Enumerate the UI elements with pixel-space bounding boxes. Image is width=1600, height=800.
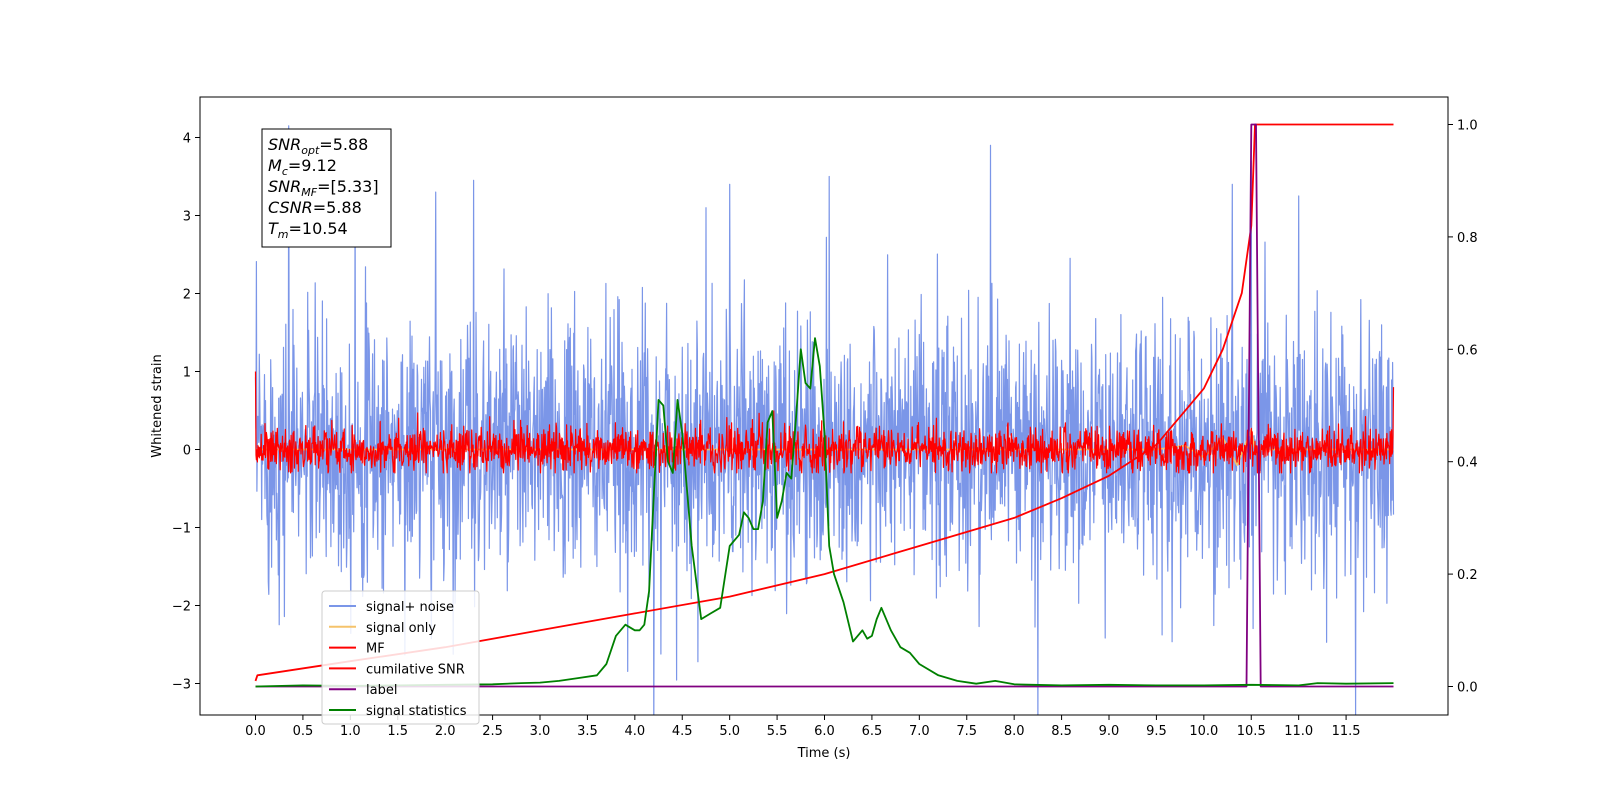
y-right-axis: 0.0 0.2 0.4 0.6 0.8 1.0 xyxy=(1448,119,1478,696)
y-right-tick-label: 0.0 xyxy=(1457,681,1478,696)
x-tick-label: 8.0 xyxy=(1004,724,1025,739)
legend-label: signal only xyxy=(366,621,436,636)
series-line-mf xyxy=(254,371,1395,474)
y-left-tick-label: −3 xyxy=(172,678,191,693)
y-left-axis: −3 −2 −1 0 1 2 3 4 xyxy=(172,132,200,693)
x-tick-label: 0.0 xyxy=(245,724,266,739)
x-tick-label: 3.5 xyxy=(577,724,598,739)
x-tick-label: 2.0 xyxy=(435,724,456,739)
x-tick-label: 1.0 xyxy=(340,724,361,739)
y-right-tick-label: 0.8 xyxy=(1457,231,1478,246)
x-tick-label: 0.5 xyxy=(293,724,314,739)
y-left-tick-label: −1 xyxy=(172,522,191,537)
x-tick-label: 11.0 xyxy=(1284,724,1313,739)
x-axis-title: Time (s) xyxy=(797,746,851,761)
legend-label: cumilative SNR xyxy=(366,662,465,677)
y-right-tick-label: 0.6 xyxy=(1457,343,1478,358)
x-tick-label: 5.5 xyxy=(767,724,788,739)
x-tick-label: 9.5 xyxy=(1146,724,1167,739)
y-left-tick-label: 3 xyxy=(183,210,191,225)
y-left-tick-label: −2 xyxy=(172,600,191,615)
legend: signal+ noise signal only MF cumilative SNR… xyxy=(321,590,480,725)
x-axis: 0.0 0.5 1.0 1.5 2.0 2.5 3.0 3.5 4.0 4.5 5.0 5.5 6.0 6… xyxy=(245,715,1361,739)
y-right-tick-label: 0.4 xyxy=(1457,456,1478,471)
y-axis-title: Whitened strain xyxy=(150,354,165,457)
annotation-line: Mc=9.12 xyxy=(268,156,337,178)
y-right-tick-label: 0.2 xyxy=(1457,568,1478,583)
legend-label: label xyxy=(366,683,397,698)
x-tick-label: 10.0 xyxy=(1189,724,1218,739)
x-tick-label: 1.5 xyxy=(387,724,408,739)
legend-label: signal+ noise xyxy=(366,600,454,615)
series-line-signal-statistics xyxy=(255,337,1394,688)
y-left-tick-label: 2 xyxy=(183,288,191,303)
x-tick-label: 2.5 xyxy=(482,724,503,739)
x-tick-label: 6.0 xyxy=(814,724,835,739)
annotation-line: CSNR=5.88 xyxy=(268,198,362,217)
x-tick-label: 3.0 xyxy=(530,724,551,739)
annotation-line: SNRopt=5.88 xyxy=(268,135,368,157)
annotation-frame xyxy=(261,128,392,248)
x-tick-label: 6.5 xyxy=(862,724,883,739)
series-line-label xyxy=(255,123,1394,688)
legend-label: signal statistics xyxy=(366,704,467,719)
x-tick-label: 4.5 xyxy=(672,724,693,739)
legend-frame xyxy=(321,590,480,725)
x-tick-label: 4.0 xyxy=(624,724,645,739)
x-tick-label: 9.0 xyxy=(1099,724,1120,739)
x-tick-label: 7.0 xyxy=(909,724,930,739)
x-tick-label: 8.5 xyxy=(1051,724,1072,739)
y-left-tick-label: 4 xyxy=(183,132,191,147)
x-tick-label: 7.5 xyxy=(956,724,977,739)
y-right-tick-label: 1.0 xyxy=(1457,119,1478,134)
x-tick-label: 11.5 xyxy=(1332,724,1361,739)
x-tick-label: 10.5 xyxy=(1237,724,1266,739)
legend-label: MF xyxy=(366,642,385,657)
y-left-tick-label: 0 xyxy=(183,444,191,459)
x-tick-label: 5.0 xyxy=(719,724,740,739)
annotation-line: Tm=10.54 xyxy=(268,219,348,241)
y-left-tick-label: 1 xyxy=(183,366,191,381)
annotation-line: SNRMF=[5.33] xyxy=(268,177,379,199)
